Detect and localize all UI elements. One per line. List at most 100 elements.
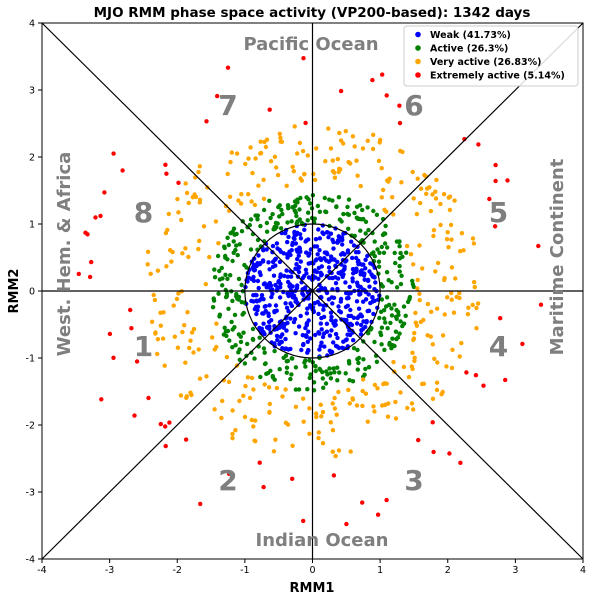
- point-series-2: [360, 403, 365, 409]
- point-series-0: [300, 287, 305, 292]
- point-series-2: [429, 309, 434, 314]
- point-series-1: [328, 371, 333, 376]
- point-series-0: [298, 259, 303, 264]
- point-series-1: [355, 347, 360, 353]
- point-series-2: [449, 365, 455, 371]
- point-series-0: [270, 243, 276, 249]
- point-series-0: [321, 331, 327, 336]
- point-series-0: [272, 257, 277, 263]
- point-series-0: [301, 341, 306, 347]
- point-series-0: [349, 322, 355, 328]
- point-series-2: [418, 200, 423, 206]
- point-series-0: [356, 250, 361, 255]
- point-series-3: [464, 370, 469, 375]
- point-series-0: [340, 345, 345, 350]
- point-series-0: [316, 311, 321, 317]
- point-series-2: [186, 200, 191, 206]
- point-series-0: [282, 322, 287, 327]
- point-series-0: [328, 254, 334, 259]
- point-series-2: [371, 404, 376, 409]
- point-series-0: [290, 270, 295, 275]
- point-series-1: [255, 217, 260, 222]
- point-series-0: [305, 306, 310, 311]
- point-series-0: [303, 239, 308, 244]
- point-series-1: [250, 337, 256, 342]
- point-series-0: [327, 333, 333, 338]
- point-series-3: [360, 500, 365, 505]
- y-tick-label: 4: [29, 19, 35, 30]
- point-series-1: [231, 239, 236, 244]
- legend: Weak (41.73%) Active (26.3%) Very active (…: [403, 25, 579, 87]
- point-series-1: [285, 220, 290, 225]
- point-series-2: [187, 345, 192, 351]
- legend-entry-3: Extremely active (5.14%): [430, 71, 565, 82]
- point-series-1: [284, 370, 289, 375]
- point-series-0: [306, 347, 311, 353]
- point-series-0: [293, 241, 299, 246]
- point-series-0: [264, 247, 269, 252]
- point-series-1: [385, 245, 390, 250]
- point-series-1: [238, 334, 243, 339]
- point-series-2: [242, 414, 248, 420]
- point-series-2: [475, 301, 481, 306]
- point-series-2: [332, 395, 337, 401]
- point-series-1: [317, 209, 323, 214]
- point-series-2: [409, 364, 414, 369]
- point-series-1: [343, 371, 348, 376]
- x-tick-label: 4: [580, 565, 586, 576]
- point-series-0: [329, 314, 334, 320]
- point-series-0: [332, 257, 337, 262]
- point-series-1: [313, 364, 318, 369]
- region-label-top: Pacific Ocean: [243, 34, 378, 55]
- point-series-2: [379, 166, 384, 171]
- point-series-2: [283, 387, 288, 392]
- point-series-2: [262, 382, 267, 387]
- point-series-1: [355, 357, 360, 362]
- point-series-2: [158, 323, 163, 328]
- point-series-0: [277, 259, 283, 265]
- point-series-2: [155, 337, 161, 342]
- point-series-0: [348, 307, 353, 313]
- point-series-1: [232, 325, 237, 330]
- point-series-0: [304, 334, 309, 339]
- point-series-2: [354, 403, 360, 408]
- point-series-1: [320, 376, 325, 381]
- point-series-2: [442, 312, 447, 317]
- y-tick-label: -1: [26, 354, 35, 365]
- point-series-3: [129, 326, 134, 331]
- point-series-0: [295, 283, 300, 288]
- point-series-2: [251, 387, 256, 392]
- point-series-1: [394, 285, 400, 290]
- point-series-1: [217, 268, 222, 274]
- point-series-2: [371, 132, 376, 137]
- point-series-1: [217, 312, 223, 317]
- point-series-2: [355, 173, 360, 178]
- point-series-0: [336, 304, 341, 309]
- point-series-3: [204, 119, 209, 124]
- point-series-0: [344, 337, 349, 342]
- point-series-1: [382, 316, 387, 321]
- point-series-0: [298, 236, 304, 241]
- point-series-3: [225, 65, 231, 70]
- point-series-0: [250, 265, 256, 270]
- point-series-0: [368, 261, 373, 266]
- point-series-2: [336, 448, 342, 453]
- point-series-2: [229, 150, 234, 155]
- point-series-1: [297, 217, 302, 222]
- point-series-2: [347, 401, 352, 406]
- point-series-1: [346, 212, 352, 217]
- point-series-2: [191, 350, 196, 355]
- point-series-2: [230, 408, 235, 413]
- point-series-2: [307, 431, 312, 436]
- point-series-2: [472, 284, 477, 290]
- point-series-0: [350, 255, 355, 261]
- point-series-0: [346, 291, 351, 296]
- point-series-0: [373, 280, 378, 285]
- point-series-0: [341, 339, 346, 344]
- point-series-2: [190, 195, 195, 200]
- point-series-1: [285, 358, 291, 364]
- point-series-2: [271, 449, 277, 454]
- point-series-0: [331, 246, 336, 251]
- point-series-1: [365, 205, 370, 210]
